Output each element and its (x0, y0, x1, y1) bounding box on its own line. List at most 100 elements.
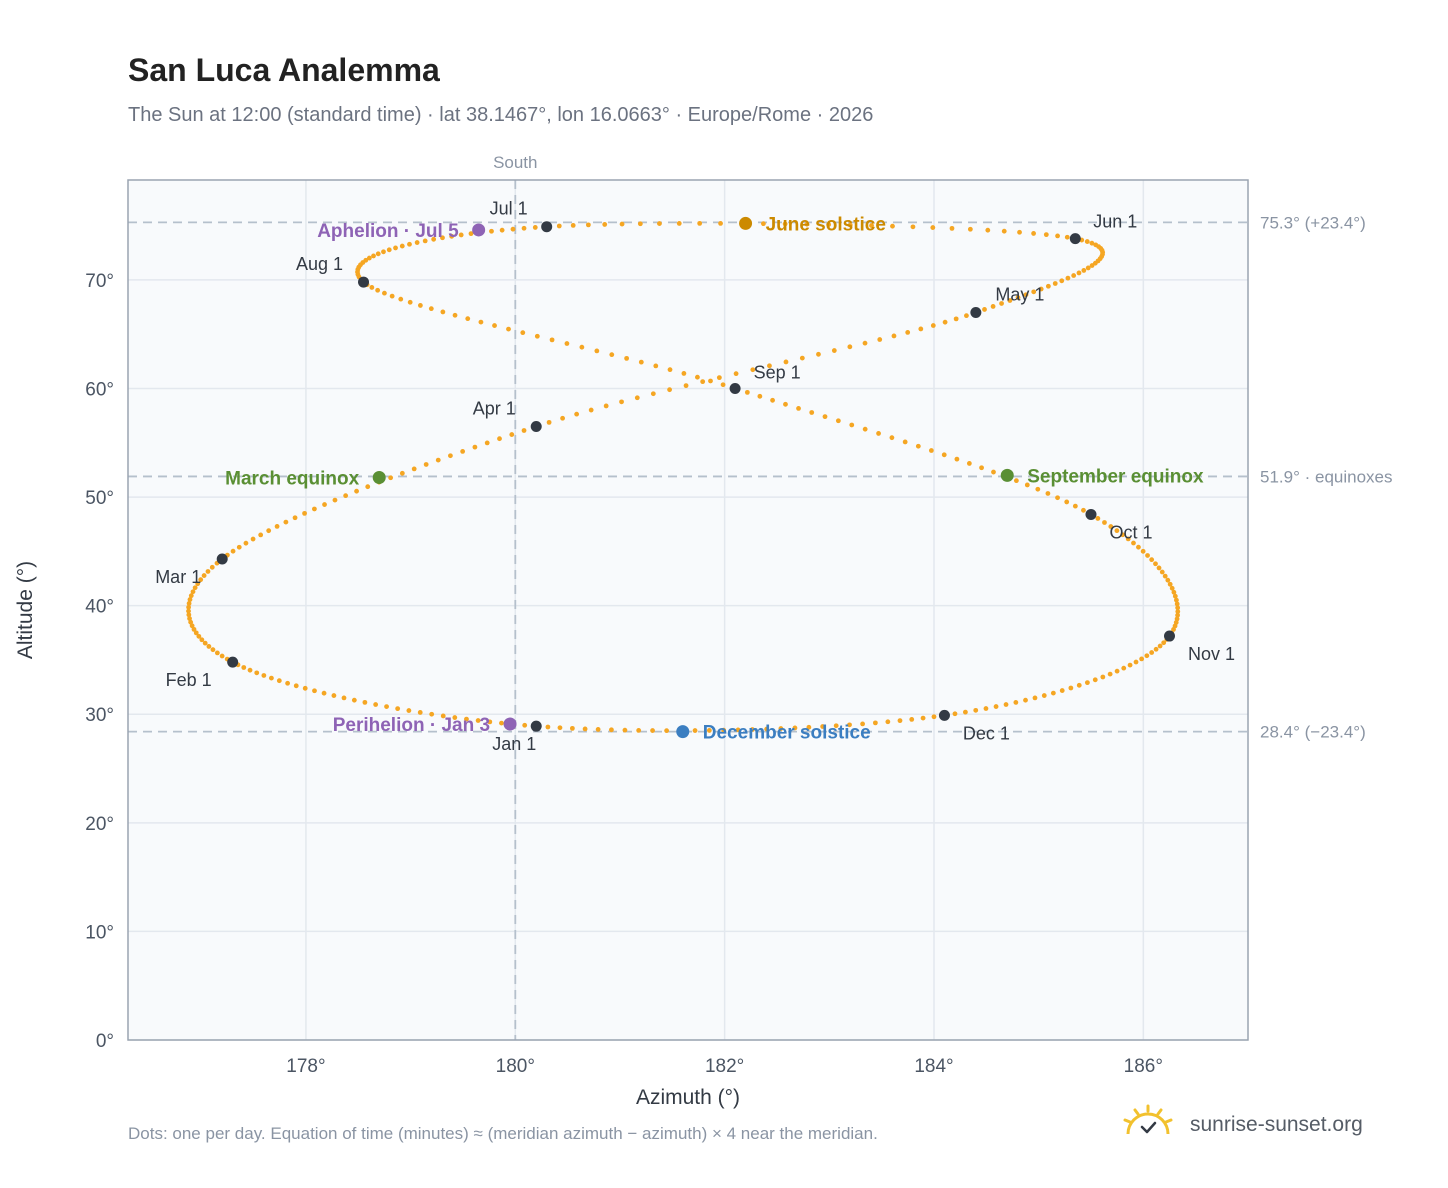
daily-dot (556, 223, 562, 229)
daily-dot (1114, 668, 1120, 674)
daily-dot (366, 255, 372, 261)
daily-dot (744, 389, 750, 395)
daily-dot (393, 245, 398, 251)
daily-dot (448, 453, 453, 459)
daily-dot (406, 708, 412, 713)
month-markers: Jan 1 Feb 1 Mar 1 Apr 1 May 1 Jun 1 Jul 1 Aug 1… (155, 199, 1235, 754)
daily-dot (449, 233, 455, 239)
brand[interactable]: sunrise-sunset.org (1120, 1104, 1400, 1144)
daily-dot (492, 323, 497, 328)
daily-dot (804, 221, 810, 227)
daily-dot (579, 344, 585, 350)
daily-dot (1108, 524, 1114, 529)
daily-dot (1013, 478, 1019, 484)
daily-dot (683, 383, 689, 389)
daily-dot (389, 293, 395, 299)
daily-dot (928, 448, 934, 453)
daily-dot (966, 461, 972, 466)
month-marker (970, 306, 982, 318)
event-label: December solstice (703, 723, 871, 744)
daily-dot (506, 326, 511, 332)
daily-dot (609, 352, 615, 358)
daily-dot (822, 414, 828, 420)
daily-dot (285, 680, 291, 686)
footnote: Dots: one per day. Equation of time (min… (128, 1124, 878, 1143)
daily-dot (1175, 605, 1181, 611)
y-tick-label: 70° (85, 271, 114, 292)
daily-dot (1107, 671, 1113, 677)
daily-dot (1055, 233, 1060, 239)
daily-dot (302, 685, 308, 691)
daily-dot (1114, 528, 1120, 534)
daily-dot (889, 435, 895, 441)
daily-dot (1076, 270, 1082, 276)
event-label: March equinox (225, 469, 360, 490)
daily-dot (1043, 232, 1049, 238)
daily-dot (1065, 275, 1071, 281)
daily-dot (435, 457, 441, 463)
daily-dot (1121, 665, 1127, 671)
daily-dot (417, 710, 423, 715)
plot-frame (127, 179, 1249, 1041)
daily-dot (465, 316, 471, 322)
daily-dot (619, 221, 625, 227)
daily-dot (560, 415, 565, 421)
daily-dot (595, 727, 601, 732)
daily-dot (521, 225, 527, 231)
daily-dot (188, 593, 194, 599)
daily-dot (826, 222, 832, 227)
reference-lines: 75.3° (+23.4°) 51.9° · equinoxes 28.4° (−2… (128, 213, 1393, 742)
daily-dot (371, 253, 376, 259)
daily-dot (199, 637, 205, 643)
daily-dot (407, 241, 412, 247)
daily-dot (920, 715, 926, 721)
daily-dot (930, 225, 936, 230)
daily-dot (1059, 688, 1065, 693)
daily-dot (716, 375, 722, 381)
daily-dot (764, 726, 770, 732)
daily-dot (188, 619, 194, 625)
daily-dot (440, 713, 446, 719)
daily-dot (198, 577, 204, 583)
month-marker (358, 276, 370, 288)
daily-dot (1050, 690, 1056, 696)
daily-dot (375, 251, 381, 257)
daily-dot (546, 419, 552, 425)
daily-dot (422, 238, 428, 244)
daily-dot (757, 393, 763, 399)
daily-dot (1140, 548, 1146, 554)
daily-dot (261, 673, 267, 678)
daily-dot (247, 667, 253, 673)
daily-dot (1167, 581, 1173, 587)
month-marker (729, 382, 741, 394)
daily-dot (835, 418, 841, 424)
daily-dot (582, 726, 588, 732)
daily-dot (833, 723, 839, 729)
daily-dot (622, 727, 628, 733)
daily-dot (1013, 700, 1019, 705)
daily-dot (721, 727, 727, 733)
daily-dot (931, 714, 937, 720)
daily-dot (574, 411, 580, 417)
month-marker (530, 420, 542, 432)
month-marker-label: May 1 (995, 284, 1044, 304)
y-tick-label: 0° (96, 1031, 114, 1052)
daily-dot (733, 371, 739, 377)
daily-dot (816, 351, 821, 357)
daily-dot (1001, 228, 1007, 234)
daily-dot (193, 630, 199, 636)
daily-dot (499, 227, 505, 233)
brand-name[interactable]: sunrise-sunset.org (1190, 1113, 1363, 1136)
daily-dot (1133, 659, 1139, 665)
daily-dot (209, 564, 215, 570)
daily-dot (243, 540, 249, 546)
sun-checkmark-icon (1123, 1104, 1173, 1135)
daily-dot (484, 440, 490, 446)
daily-dot (1159, 569, 1165, 575)
daily-dot (1064, 499, 1070, 505)
daily-dot (967, 226, 973, 232)
daily-dot (706, 728, 712, 733)
daily-dot (472, 444, 478, 450)
daily-dot (192, 585, 198, 591)
daily-dot (963, 709, 968, 715)
